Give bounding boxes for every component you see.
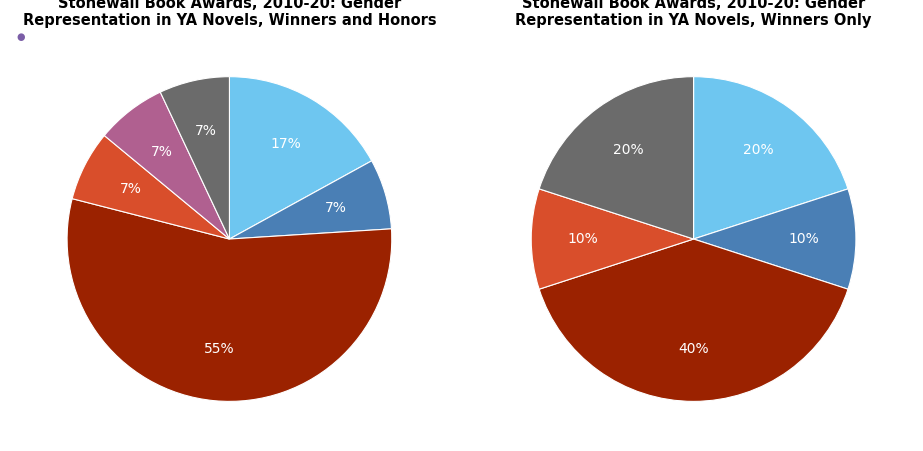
Wedge shape [72, 136, 230, 239]
Text: 7%: 7% [325, 201, 346, 215]
Text: 20%: 20% [743, 143, 773, 156]
Wedge shape [230, 161, 391, 239]
Text: 7%: 7% [150, 145, 173, 159]
Text: 40%: 40% [678, 342, 709, 356]
Wedge shape [161, 77, 230, 239]
Text: 7%: 7% [120, 182, 142, 196]
Title: Stonewall Book Awards, 2010-20: Gender
Representation in YA Novels, Winners Only: Stonewall Book Awards, 2010-20: Gender R… [515, 0, 871, 28]
Wedge shape [539, 77, 693, 239]
Wedge shape [539, 239, 848, 401]
Text: 55%: 55% [204, 342, 234, 356]
Text: 20%: 20% [614, 143, 644, 156]
Wedge shape [693, 77, 848, 239]
Text: 17%: 17% [270, 137, 301, 151]
Text: 10%: 10% [788, 232, 820, 246]
Text: 10%: 10% [568, 232, 598, 246]
Wedge shape [532, 189, 693, 289]
Text: ●: ● [17, 32, 25, 41]
Wedge shape [67, 198, 391, 401]
Wedge shape [693, 189, 856, 289]
Wedge shape [230, 77, 372, 239]
Title: Stonewall Book Awards, 2010-20: Gender
Representation in YA Novels, Winners and : Stonewall Book Awards, 2010-20: Gender R… [23, 0, 437, 28]
Text: 7%: 7% [195, 124, 216, 138]
Wedge shape [104, 92, 230, 239]
